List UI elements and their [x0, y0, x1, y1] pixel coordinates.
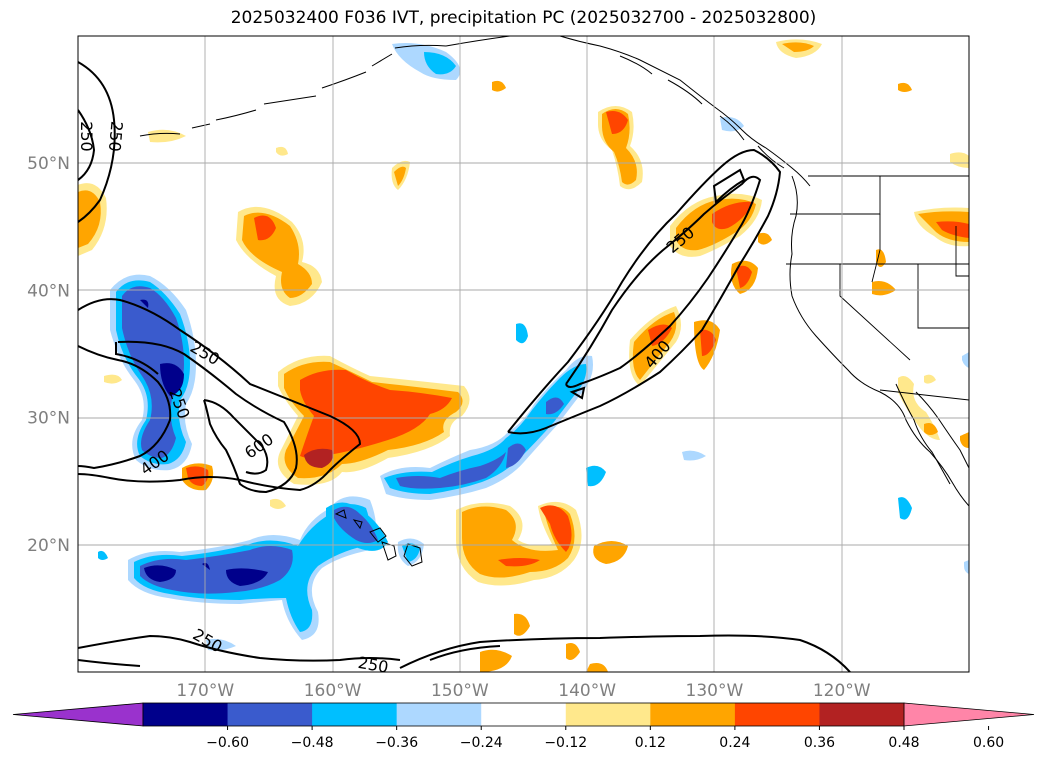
- coastlines: [139, 36, 969, 567]
- colorbar-segment: [481, 703, 567, 726]
- longitude-labels: 170°W 160°W 150°W 140°W 130°W 120°W: [176, 681, 870, 701]
- colorbar-segment: [396, 703, 482, 726]
- colorbar-segment: [819, 703, 905, 726]
- lon-tick-label: 150°W: [431, 681, 489, 701]
- colorbar-frame: [142, 702, 905, 727]
- colorbar-tick-label: −0.48: [291, 735, 334, 751]
- ivt-contours: [78, 61, 851, 672]
- colorbar-tick-label: 0.48: [888, 735, 919, 751]
- contour-label: 250: [105, 120, 127, 152]
- colorbar-tick-label: −0.12: [544, 735, 587, 751]
- map-title: 2025032400 F036 IVT, precipitation PC (2…: [230, 8, 817, 28]
- colorbar-tick-label: −0.60: [206, 735, 249, 751]
- colorbar-tick-label: 0.60: [973, 735, 1004, 751]
- colorbar-tick-label: 0.24: [719, 735, 750, 751]
- colorbar-segment: [312, 703, 398, 726]
- lat-tick-label: 50°N: [27, 154, 70, 174]
- lat-tick-label: 20°N: [27, 536, 70, 556]
- lon-tick-label: 140°W: [558, 681, 616, 701]
- colorbar-segment: [650, 703, 736, 726]
- colorbar-tick-label: −0.24: [460, 735, 503, 751]
- lon-tick-label: 160°W: [304, 681, 362, 701]
- colorbar-extend-low: [12, 702, 144, 727]
- colorbar-extend-high: [903, 702, 1035, 727]
- colorbar-segment: [565, 703, 651, 726]
- lon-tick-label: 170°W: [176, 681, 234, 701]
- contour-label: 250: [77, 121, 96, 152]
- precipitation-shading: [78, 39, 969, 672]
- latitude-labels: 20°N 30°N 40°N 50°N: [27, 154, 70, 556]
- colorbar-tick-label: 0.12: [635, 735, 666, 751]
- colorbar-segment: [143, 703, 229, 726]
- colorbar-tick-label: 0.36: [804, 735, 835, 751]
- colorbar-tick-label: −0.36: [375, 735, 418, 751]
- lat-tick-label: 30°N: [27, 409, 70, 429]
- state-borders: [786, 175, 969, 401]
- colorbar: −0.60 −0.48 −0.36 −0.24 −0.12 0.12 0.24 0.36 0.4…: [12, 702, 1035, 751]
- colorbar-segment: [227, 703, 313, 726]
- gridlines: [78, 36, 969, 672]
- lon-tick-label: 120°W: [813, 681, 871, 701]
- contour-label: 250: [357, 653, 390, 677]
- lon-tick-label: 130°W: [686, 681, 744, 701]
- colorbar-segment: [734, 703, 820, 726]
- map-frame: [77, 35, 970, 673]
- lat-tick-label: 40°N: [27, 281, 70, 301]
